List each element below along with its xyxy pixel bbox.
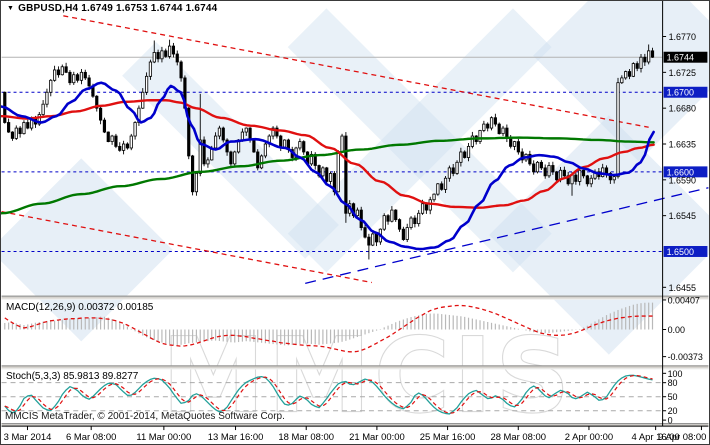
stochastic-k-line bbox=[4, 374, 653, 415]
stochastic-d-line bbox=[4, 375, 653, 414]
time-axis[interactable]: 3 Mar 2014 6 Mar 08:00 11 Mar 00:00 13 Mar … bbox=[1, 425, 709, 443]
trendline-descending-channel-low[interactable] bbox=[1, 211, 373, 284]
stochastic-panel bbox=[1, 374, 663, 415]
macd-histogram bbox=[4, 302, 654, 346]
price-axis-badge: 1.6700 bbox=[667, 88, 694, 98]
time-axis-label: 2 Apr 00:00 bbox=[565, 432, 613, 443]
brand-watermark-shapes: MMCIS bbox=[1, 1, 709, 437]
price-axis-badge: 1.6500 bbox=[667, 247, 694, 257]
price-axis-label: 1.6725 bbox=[669, 68, 696, 78]
stoch-axis-label: 50 bbox=[668, 392, 678, 402]
trendline-descending-resistance[interactable] bbox=[63, 15, 649, 128]
macd-axis-label: -0.00373 bbox=[668, 352, 703, 362]
panel-separator bbox=[1, 365, 709, 370]
trendline-ascending-support[interactable] bbox=[305, 187, 709, 284]
time-axis-label: 21 Mar 00:00 bbox=[349, 432, 405, 443]
price-axis-label: 1.6590 bbox=[669, 175, 696, 185]
panel-separator bbox=[1, 295, 709, 300]
stoch-axis-label: 20 bbox=[668, 406, 678, 416]
moving-average-mid-red[interactable] bbox=[1, 99, 655, 209]
macd-axis-label: 0.00407 bbox=[668, 295, 700, 305]
macd-axis-label: 0.00 bbox=[668, 325, 685, 335]
time-axis-label: 3 Mar 2014 bbox=[4, 432, 52, 443]
time-axis-label: 11 Mar 00:00 bbox=[136, 432, 191, 443]
moving-average-slow-green[interactable] bbox=[1, 136, 655, 215]
price-axis-badge: 1.6600 bbox=[667, 167, 694, 177]
time-axis-label: 13 Mar 16:00 bbox=[208, 432, 264, 443]
price-axis-badge: 1.6744 bbox=[667, 53, 694, 63]
stoch-axis-label: 80 bbox=[668, 378, 678, 388]
price-axis[interactable]: 1.6770 1.6744 1.6725 1.6700 1.6680 1.6635 1.66… bbox=[662, 1, 708, 427]
price-axis-label: 1.6545 bbox=[669, 211, 696, 221]
time-axis-label: 25 Mar 16:00 bbox=[420, 432, 476, 443]
stoch-axis-label: 100 bbox=[668, 369, 683, 379]
moving-average-fast-blue[interactable] bbox=[1, 81, 655, 251]
time-axis-label: 9 Apr 08:00 bbox=[658, 432, 706, 443]
macd-signal-line bbox=[4, 304, 653, 353]
mmcis-watermark: MMCIS bbox=[162, 317, 573, 436]
stoch-axis-label: 0 bbox=[668, 416, 673, 426]
price-axis-label: 1.6770 bbox=[669, 32, 696, 42]
price-axis-label: 1.6680 bbox=[669, 104, 696, 114]
price-axis-label: 1.6455 bbox=[669, 283, 696, 293]
time-axis-label: 6 Mar 08:00 bbox=[66, 432, 116, 443]
price-axis-label: 1.6635 bbox=[669, 139, 696, 149]
trendlines bbox=[1, 15, 709, 284]
time-axis-label: 28 Mar 08:00 bbox=[490, 432, 546, 443]
time-axis-label: 18 Mar 08:00 bbox=[278, 432, 334, 443]
time-axis-label: 4 Apr 16:00 bbox=[632, 432, 680, 443]
